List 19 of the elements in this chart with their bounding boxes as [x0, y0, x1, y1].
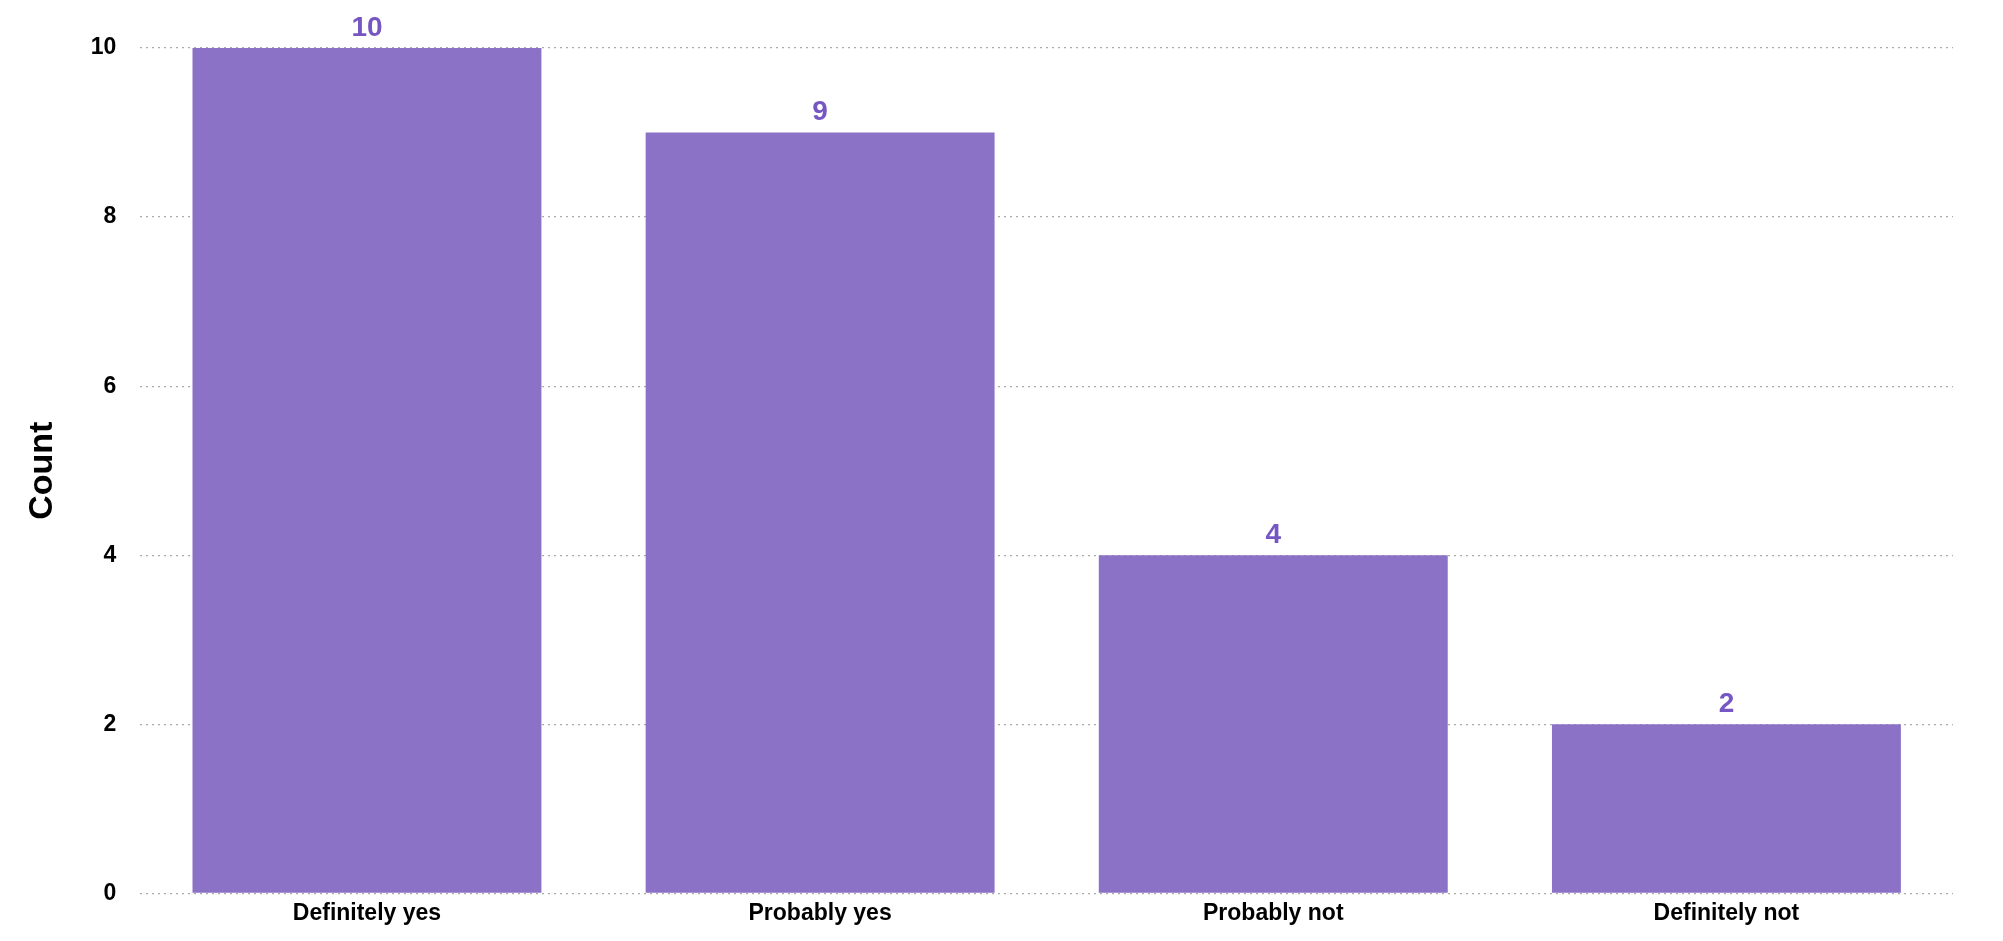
- bar: [645, 132, 995, 893]
- y-tick-label: 10: [90, 33, 117, 60]
- y-tick-label: 2: [103, 709, 117, 736]
- y-tick-label: 4: [103, 540, 117, 567]
- y-tick-label: 6: [103, 371, 117, 398]
- x-tick-label: Probably not: [1202, 898, 1344, 925]
- y-tick-label: 8: [103, 202, 117, 229]
- data-label: 4: [1265, 517, 1282, 549]
- y-axis-title: Count: [20, 421, 59, 520]
- bar: [192, 48, 542, 893]
- data-label: 10: [351, 10, 383, 42]
- data-label: 9: [812, 95, 828, 127]
- bar: [1098, 555, 1448, 893]
- x-tick-label: Probably yes: [748, 898, 892, 925]
- data-label: 2: [1718, 687, 1735, 719]
- bar: [1551, 724, 1901, 893]
- y-tick-label: 0: [103, 878, 117, 905]
- x-tick-label: Definitely yes: [292, 898, 442, 925]
- x-tick-label: Definitely not: [1653, 898, 1800, 925]
